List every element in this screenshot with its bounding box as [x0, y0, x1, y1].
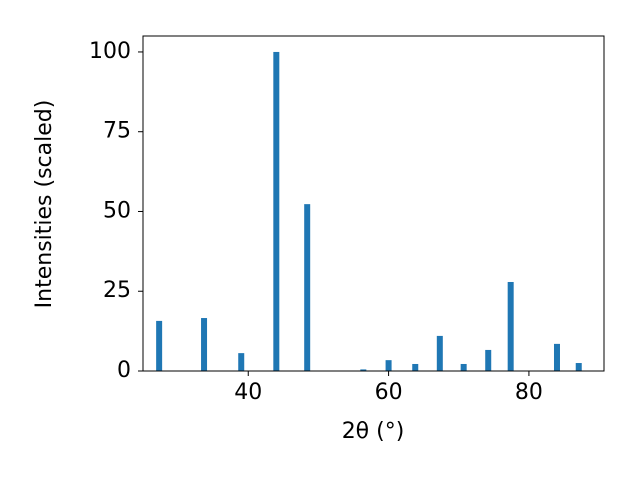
- bar: [436, 335, 443, 371]
- bar: [412, 363, 419, 371]
- y-tick-label: 50: [103, 198, 131, 223]
- bar: [156, 320, 163, 371]
- bar: [553, 343, 560, 371]
- y-tick-label: 100: [89, 39, 131, 64]
- bar: [304, 204, 311, 371]
- bar: [575, 363, 582, 371]
- y-axis-label: Intensities (scaled): [32, 100, 57, 309]
- bar: [385, 360, 392, 371]
- bar: [507, 281, 514, 371]
- y-tick-label: 0: [117, 358, 131, 383]
- bar: [201, 318, 208, 371]
- x-axis-label: 2θ (°): [342, 419, 405, 444]
- y-tick-label: 75: [103, 119, 131, 144]
- x-tick-label: 80: [515, 380, 543, 405]
- y-tick-label: 25: [103, 278, 131, 303]
- x-tick-label: 40: [234, 380, 262, 405]
- bar: [485, 349, 492, 371]
- bar: [460, 363, 467, 371]
- plot-frame: [142, 35, 605, 372]
- bar: [273, 51, 280, 371]
- bar: [360, 369, 367, 371]
- bar: [238, 353, 245, 371]
- x-tick-label: 60: [375, 380, 403, 405]
